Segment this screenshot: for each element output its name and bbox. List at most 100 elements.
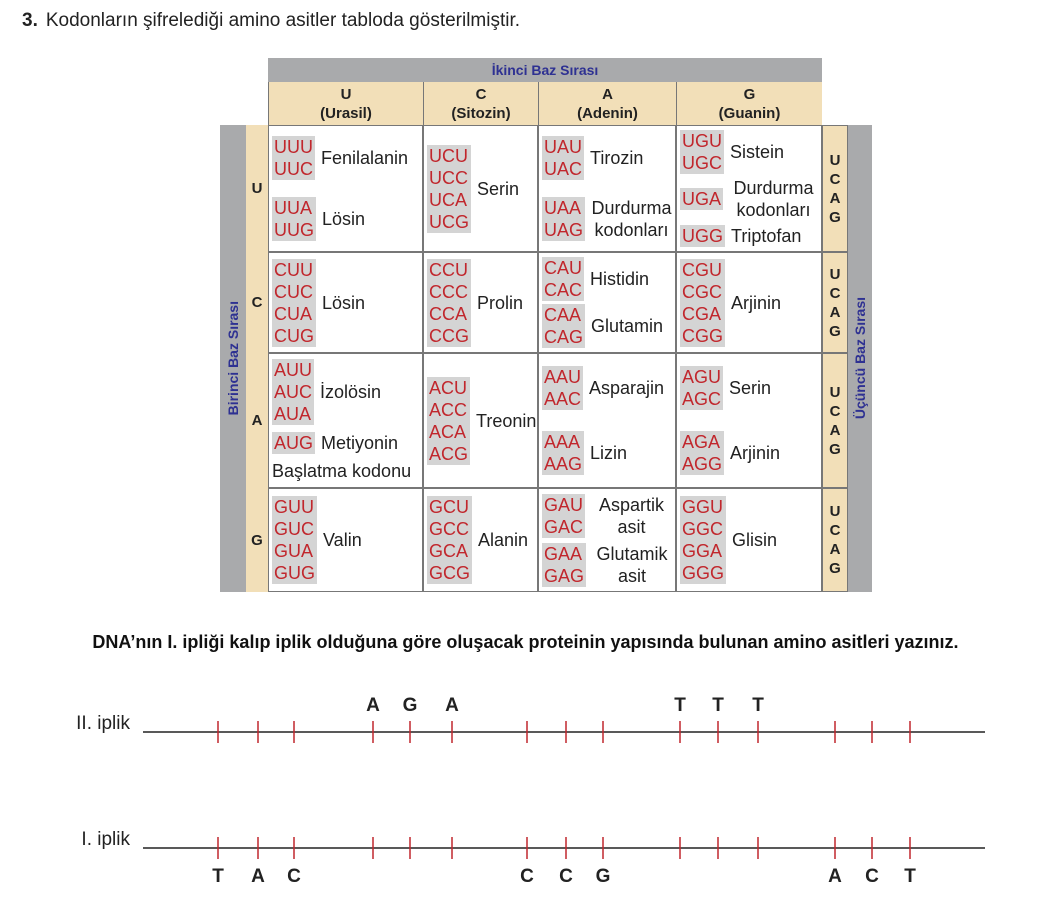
codon: CCG [429,325,469,346]
amino-acid: Triptofan [731,226,802,247]
strand-label: I. iplik [81,829,130,850]
codon-group: CCU CCC CCA CCG Prolin [427,258,534,347]
codon-group: GAU GAC Aspartik asit [542,493,672,538]
third-letter: C [829,522,841,539]
codon-group: UAU UAC Tirozin [542,136,672,181]
codon-box: GCU GCC GCA GCG [427,496,473,584]
codon: UAG [544,219,584,240]
amino-acid: Aspartik asit [598,494,665,537]
codon: GCU [429,497,469,517]
codon: UGC [682,152,722,173]
codon: GGC [682,519,724,539]
codon: GGU [682,497,724,517]
codon: CGU [682,259,722,280]
base: A [366,695,380,716]
codon: CUU [274,259,313,280]
amino-acid: Durdurma kodonları [733,178,814,221]
codon: CAA [544,305,582,326]
amino-acid: Prolin [477,292,524,313]
codon: GGG [682,563,725,583]
note: Başlatma kodonu [272,460,412,481]
amino-acid: Fenilalanin [321,148,409,169]
codon-box: UAU UAC [542,136,585,181]
codon: GCC [429,519,469,539]
codon-cell: AAU AAC Asparajin AAA AAG Lizin [538,353,676,488]
codon-cell: ACU ACC ACA ACG Treonin [423,353,538,488]
codon-group: GUU GUC GUA GUG Valin [272,496,419,584]
codon: UUU [274,137,313,158]
amino-acid: Valin [323,530,362,550]
base: G [403,695,418,716]
codon: CCC [429,281,468,302]
codon-box: GAU GAC [542,493,586,538]
codon: UCU [429,145,468,166]
codon-group: AGA AGG Arjinin [680,430,818,475]
codon-box: CGU CGC CGA CGG [680,258,726,347]
column-name: (Guanin) [718,104,781,122]
column-letter: C [475,85,487,103]
codon: GCA [429,541,469,561]
codon-box: UUU UUC [272,136,315,181]
codon: CCU [429,259,468,280]
codon: ACA [429,421,467,442]
codon-group: AAU AAC Asparajin [542,366,672,411]
third-letter: A [829,421,841,439]
codon-box: UGA [680,188,724,211]
codon: CUG [274,325,314,346]
amino-acid: Lösin [322,208,366,229]
codon: CAC [544,279,583,300]
column-name: (Sitozin) [451,104,511,122]
third-letter: U [829,151,841,169]
third-letter: G [829,560,841,577]
column-name: (Adenin) [577,104,638,122]
codon-group: CAA CAG Glutamin [542,304,672,349]
row-letter: A [246,353,268,488]
codon: UGU [682,130,722,151]
codon: AUC [274,382,313,403]
left-label: Birinci Baz Sırası [225,301,241,416]
codon: CUA [274,303,313,324]
third-letter: A [829,303,841,321]
base: T [712,695,724,716]
codon-cell: GGU GGC GGA GGG Glisin [676,488,822,592]
codon-group: AAA AAG Lizin [542,430,672,475]
codon: GAC [544,516,584,537]
third-letter: C [829,284,841,302]
amino-acid: Arjinin [731,292,782,313]
codon-box: GUU GUC GUA GUG [272,496,318,584]
codon: AUG [274,432,314,453]
third-letter: U [829,265,841,283]
codon-group: UGG Triptofan [680,225,818,248]
amino-acid: Serin [477,178,520,199]
codon-group: UGA Durdurma kodonları [680,177,818,221]
codon-box: AGU AGC [680,366,724,411]
codon-box: ACU ACC ACA ACG [427,376,471,465]
codon-box: UUA UUG [272,196,316,241]
row-letter: C [246,252,268,353]
base: C [865,866,879,887]
base: C [287,866,301,887]
amino-acid: Arjinin [730,442,781,463]
codon: UCA [429,189,468,210]
codon: GAG [544,565,585,586]
question: 3. Kodonların şifrelediği amino asitler t… [22,10,520,32]
codon-group: AGU AGC Serin [680,366,818,411]
column-letter: U [340,85,352,103]
question-text: Kodonların şifrelediği amino asitler tab… [45,10,521,31]
codon: GGA [682,541,723,561]
amino-acid: Tirozin [590,148,644,169]
codon: UUC [274,159,313,180]
codon: AAG [544,453,583,474]
amino-acid: Lizin [590,442,628,463]
codon-box: AUG [272,431,316,454]
codon: CGG [682,325,724,346]
codon-group: CGU CGC CGA CGG Arjinin [680,258,818,347]
amino-acid: Lösin [322,292,366,313]
codon: UAU [544,137,583,158]
column-header: A (Adenin) [538,82,676,125]
column-name: (Urasil) [320,104,372,122]
codon-group: UCU UCC UCA UCG Serin [427,144,534,233]
codon-box: AAU AAC [542,366,584,411]
codon-group: CUU CUC CUA CUG Lösin [272,258,419,347]
